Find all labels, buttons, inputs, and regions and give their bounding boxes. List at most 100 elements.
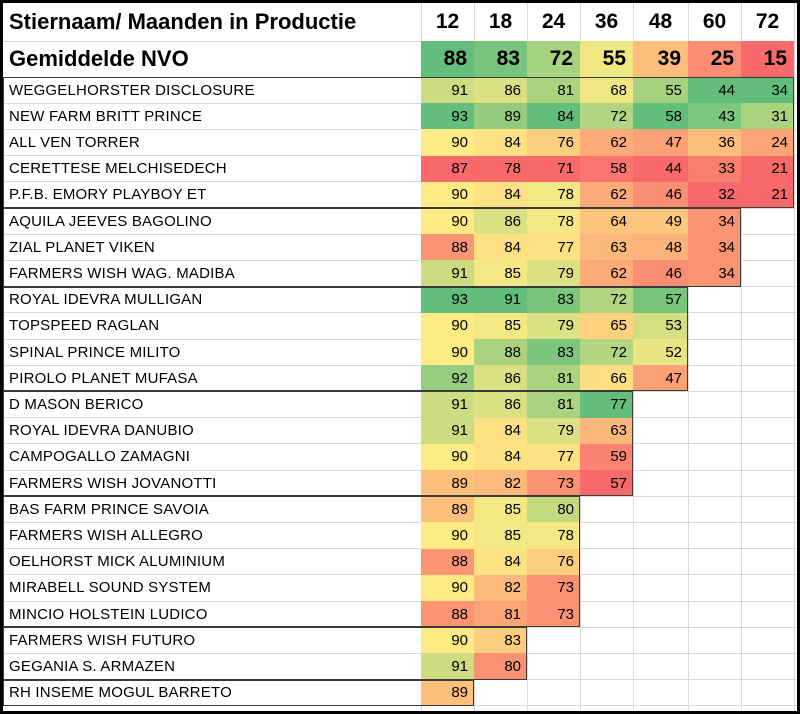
heatmap-cell: 79 <box>527 260 580 287</box>
month-header: 60 <box>702 10 727 33</box>
heatmap-cell: 80 <box>527 496 580 523</box>
grid-line-horizontal <box>3 102 797 104</box>
bull-name: FARMERS WISH WAG. MADIBA <box>9 264 235 282</box>
heatmap-cell: 88 <box>474 339 527 366</box>
heatmap-cell: 84 <box>527 103 580 130</box>
grid-line-horizontal <box>3 469 797 471</box>
heatmap-cell: 43 <box>688 103 741 130</box>
heatmap-cell: 86 <box>474 391 527 418</box>
grid-line-horizontal <box>3 155 797 157</box>
heatmap-cell: 91 <box>421 391 474 418</box>
heatmap-cell: 84 <box>474 181 527 208</box>
bull-name: GEGANIA S. ARMAZEN <box>9 657 176 675</box>
heatmap-cell: 90 <box>421 627 474 654</box>
bull-name: RH INSEME MOGUL BARRETO <box>9 684 232 702</box>
bull-name: ROYAL IDEVRA DANUBIO <box>9 422 194 440</box>
grid-line-vertical <box>793 3 795 711</box>
average-value-cell: 88 <box>421 41 474 77</box>
month-header: 48 <box>648 10 673 33</box>
heatmap-cell: 57 <box>580 470 633 497</box>
heatmap-cell: 85 <box>474 260 527 287</box>
bull-name: PIROLO PLANET MUFASA <box>9 369 198 387</box>
bull-name: BAS FARM PRINCE SAVOIA <box>9 500 210 518</box>
grid-line-horizontal <box>3 40 797 42</box>
grid-line-horizontal <box>3 233 797 235</box>
heatmap-cell: 86 <box>474 77 527 104</box>
heatmap-cell: 21 <box>741 155 794 182</box>
heatmap-cell: 85 <box>474 312 527 339</box>
heatmap-cell: 87 <box>421 155 474 182</box>
grid-line-vertical <box>740 3 742 711</box>
heatmap-cell: 78 <box>527 522 580 549</box>
average-label: Gemiddelde NVO <box>9 46 189 71</box>
bull-name: SPINAL PRINCE MILITO <box>9 343 181 361</box>
heatmap-cell: 77 <box>580 391 633 418</box>
heatmap-cell: 76 <box>527 129 580 156</box>
month-header: 72 <box>755 10 780 33</box>
grid-line-horizontal <box>3 312 797 314</box>
grid-line-vertical <box>687 3 689 711</box>
heatmap-cell: 79 <box>527 417 580 444</box>
heatmap-cell: 34 <box>688 234 741 261</box>
heatmap-cell: 81 <box>474 601 527 628</box>
heatmap-cell: 77 <box>527 234 580 261</box>
bull-name: AQUILA JEEVES BAGOLINO <box>9 212 212 230</box>
grid-line-horizontal <box>3 600 797 602</box>
bull-name: WEGGELHORSTER DISCLOSURE <box>9 81 255 99</box>
bull-name: ZIAL PLANET VIKEN <box>9 238 155 256</box>
heatmap-cell: 52 <box>633 339 688 366</box>
grid-line-horizontal <box>3 259 797 261</box>
heatmap-cell: 85 <box>474 522 527 549</box>
heatmap-cell: 36 <box>688 129 741 156</box>
heatmap-cell: 44 <box>688 77 741 104</box>
heatmap-cell: 90 <box>421 129 474 156</box>
heatmap-cell: 34 <box>688 260 741 287</box>
heatmap-cell: 91 <box>421 77 474 104</box>
heatmap-cell: 93 <box>421 286 474 313</box>
heatmap-cell: 78 <box>527 181 580 208</box>
bull-name: MIRABELL SOUND SYSTEM <box>9 579 212 597</box>
heatmap-cell: 78 <box>527 208 580 235</box>
heatmap-cell: 21 <box>741 181 794 208</box>
heatmap-cell: 73 <box>527 601 580 628</box>
heatmap-cell: 46 <box>633 181 688 208</box>
heatmap-cell: 90 <box>421 339 474 366</box>
heatmap-cell: 49 <box>633 208 688 235</box>
bull-name: P.F.B. EMORY PLAYBOY ET <box>9 186 207 204</box>
bull-name: ALL VEN TORRER <box>9 133 140 151</box>
bull-name: FARMERS WISH ALLEGRO <box>9 526 204 544</box>
heatmap-cell: 89 <box>421 470 474 497</box>
heatmap-cell: 77 <box>527 443 580 470</box>
heatmap-cell: 81 <box>527 365 580 392</box>
month-header: 36 <box>594 10 619 33</box>
table-title: Stiernaam/ Maanden in Productie <box>9 9 357 34</box>
heatmap-cell: 57 <box>633 286 688 313</box>
heatmap-cell: 84 <box>474 417 527 444</box>
heatmap-cell: 62 <box>580 260 633 287</box>
bull-name: FARMERS WISH FUTURO <box>9 631 196 649</box>
bull-name: TOPSPEED RAGLAN <box>9 317 160 335</box>
average-value-cell: 72 <box>527 41 580 77</box>
heatmap-cell: 66 <box>580 365 633 392</box>
heatmap-cell: 24 <box>741 129 794 156</box>
heatmap-cell: 85 <box>474 496 527 523</box>
grid-line-horizontal <box>3 417 797 419</box>
heatmap-cell: 68 <box>580 77 633 104</box>
heatmap-cell: 90 <box>421 443 474 470</box>
grid-line-horizontal <box>3 181 797 183</box>
grid-line-horizontal <box>3 364 797 366</box>
heatmap-cell: 78 <box>474 155 527 182</box>
heatmap-cell: 44 <box>633 155 688 182</box>
heatmap-cell: 34 <box>741 77 794 104</box>
average-value-cell: 39 <box>633 41 688 77</box>
heatmap-cell: 90 <box>421 522 474 549</box>
heatmap-cell: 91 <box>421 260 474 287</box>
grid-line-horizontal <box>3 128 797 130</box>
bull-name: OELHORST MICK ALUMINIUM <box>9 553 226 571</box>
month-header: 12 <box>435 10 460 33</box>
bull-name: D MASON BERICO <box>9 395 144 413</box>
heatmap-cell: 55 <box>633 77 688 104</box>
heatmap-cell: 84 <box>474 234 527 261</box>
heatmap-cell: 65 <box>580 312 633 339</box>
